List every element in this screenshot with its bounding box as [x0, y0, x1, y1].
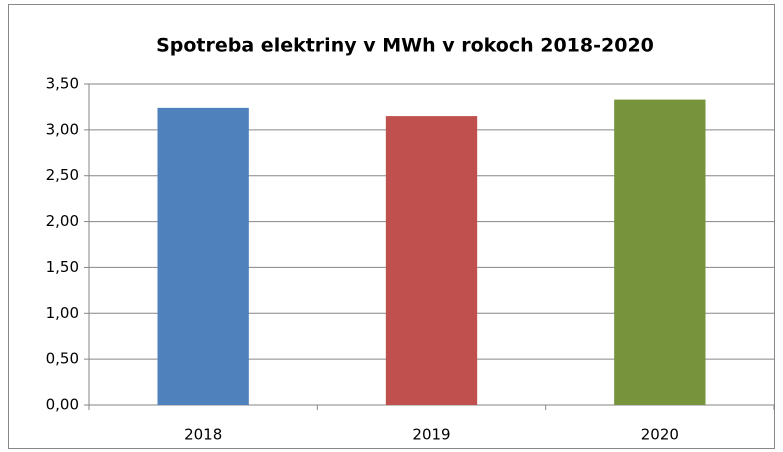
- bar: [614, 99, 706, 405]
- y-tick-label: 2,50: [46, 166, 79, 184]
- y-tick-label: 3,00: [46, 120, 79, 138]
- y-tick-label: 2,00: [46, 212, 79, 230]
- y-tick-label: 1,50: [46, 258, 79, 276]
- x-tick-label: 2018: [184, 426, 222, 444]
- x-tick-label: 2019: [412, 426, 450, 444]
- bar: [157, 107, 249, 406]
- x-tick-label: 2020: [641, 426, 679, 444]
- y-tick-label: 0,00: [46, 396, 79, 414]
- bar: [385, 116, 478, 405]
- y-tick-label: 1,00: [46, 304, 79, 322]
- y-tick-label: 3,50: [46, 75, 79, 93]
- y-tick-label: 0,50: [46, 350, 79, 368]
- chart-title: Spotreba elektriny v MWh v rokoch 2018-2…: [156, 35, 654, 57]
